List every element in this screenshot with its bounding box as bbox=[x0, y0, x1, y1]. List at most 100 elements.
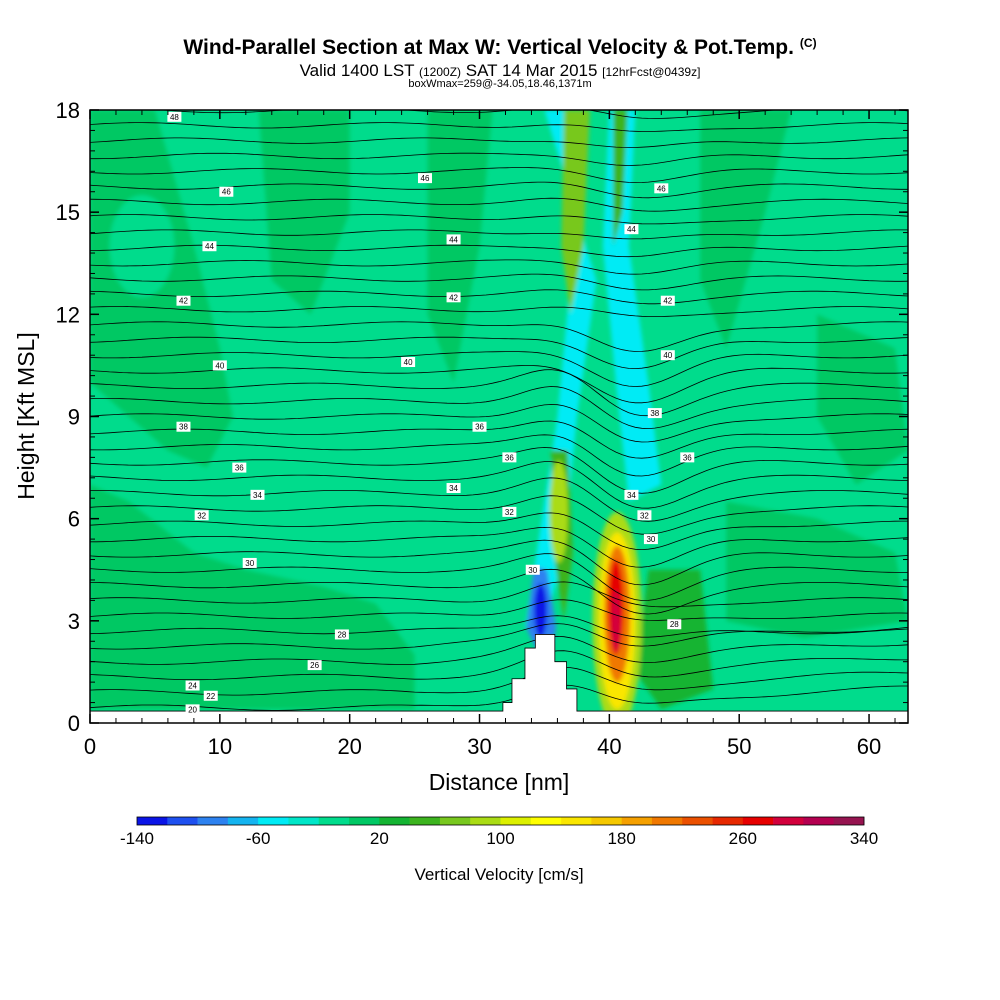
contour-label-text: 32 bbox=[505, 508, 514, 517]
contour-label: 26 bbox=[307, 660, 322, 671]
y-tick-label: 9 bbox=[68, 405, 80, 430]
contour-label-bg bbox=[446, 292, 461, 303]
contour-label-bg bbox=[446, 483, 461, 494]
theta-contour-line bbox=[90, 526, 908, 568]
theta-contour-line bbox=[90, 369, 908, 417]
contour-label-bg bbox=[185, 680, 200, 691]
field-region bbox=[726, 501, 908, 638]
contour-label-text: 44 bbox=[627, 225, 636, 234]
x-tick-label: 60 bbox=[857, 734, 881, 759]
theta-contour-line bbox=[90, 512, 908, 551]
theta-contour-line bbox=[90, 615, 908, 638]
contour-label: 42 bbox=[176, 295, 191, 306]
theta-contour-line bbox=[90, 122, 908, 132]
contour-label: 36 bbox=[232, 462, 247, 473]
theta-contour-line bbox=[90, 336, 908, 370]
theta-contour-line bbox=[90, 386, 908, 430]
theta-contour-line bbox=[90, 306, 908, 318]
colorbar-tick-label: 340 bbox=[850, 829, 878, 848]
theta-contour-line bbox=[90, 273, 908, 291]
copyright-mark: (C) bbox=[799, 36, 817, 50]
contour-label: 44 bbox=[446, 234, 461, 245]
contour-label-bg bbox=[219, 186, 234, 197]
x-tick-label: 0 bbox=[84, 734, 96, 759]
theta-contour-line bbox=[90, 447, 908, 494]
updraft-core bbox=[549, 460, 568, 563]
field-region bbox=[804, 127, 883, 230]
theta-contour-line bbox=[90, 553, 908, 601]
colorbar-tick-label: 260 bbox=[729, 829, 757, 848]
colorbar-swatch bbox=[288, 817, 320, 825]
contour-label: 40 bbox=[660, 350, 675, 361]
contour-label: 46 bbox=[654, 183, 669, 194]
contour-label-text: 30 bbox=[245, 559, 254, 568]
contour-label: 38 bbox=[647, 408, 662, 419]
colorbar-tick-label: 20 bbox=[370, 829, 389, 848]
contour-label-text: 38 bbox=[179, 423, 188, 432]
colorbar-swatch bbox=[137, 817, 168, 825]
colorbar-swatch bbox=[379, 817, 410, 825]
contour-label-text: 40 bbox=[404, 358, 413, 367]
theta-contour-line bbox=[90, 404, 908, 443]
box-wmax-note: boxWmax=259@-34.05,18.46,1371m bbox=[408, 78, 592, 90]
contour-label-bg bbox=[176, 421, 191, 432]
contour-label-text: 32 bbox=[197, 511, 206, 520]
contour-label-bg bbox=[446, 234, 461, 245]
colorbar-swatch bbox=[742, 817, 774, 825]
colorbar-swatch bbox=[591, 817, 622, 825]
contour-label: 30 bbox=[525, 564, 540, 575]
colorbar-swatch bbox=[561, 817, 592, 825]
colorbar-frame bbox=[136, 816, 865, 826]
contour-label: 28 bbox=[334, 629, 349, 640]
contour-label: 40 bbox=[401, 357, 416, 368]
theta-contour-line bbox=[90, 477, 908, 522]
colorbar-swatch bbox=[500, 817, 532, 825]
contour-label-bg bbox=[203, 690, 218, 701]
contour-label-bg bbox=[167, 111, 182, 122]
valid-time: Valid 1400 LST bbox=[299, 61, 415, 80]
contour-label-text: 46 bbox=[222, 188, 231, 197]
theta-contour-line bbox=[90, 666, 908, 696]
contour-label-text: 28 bbox=[337, 630, 346, 639]
contour-label-bg bbox=[502, 506, 517, 517]
field-region bbox=[109, 195, 175, 298]
theta-contour-line bbox=[90, 495, 908, 535]
contour-label-text: 42 bbox=[663, 297, 672, 306]
contour-label-text: 36 bbox=[475, 423, 484, 432]
theta-contour-line bbox=[90, 420, 908, 459]
contour-label-text: 46 bbox=[421, 174, 430, 183]
contour-label: 36 bbox=[502, 452, 517, 463]
contour-label-text: 34 bbox=[253, 491, 262, 500]
contour-label-text: 36 bbox=[505, 453, 514, 462]
contour-label-bg bbox=[185, 704, 200, 715]
contour-label-text: 20 bbox=[188, 705, 197, 714]
theta-contour-line bbox=[90, 568, 908, 615]
contour-label: 34 bbox=[446, 483, 461, 494]
field-region bbox=[258, 110, 350, 315]
theta-contours bbox=[90, 110, 908, 711]
colorbar-swatch bbox=[530, 817, 562, 825]
contour-label-bg bbox=[232, 462, 247, 473]
colorbar-swatch bbox=[621, 817, 653, 825]
contour-label-text: 44 bbox=[205, 242, 214, 251]
x-tick-label: 20 bbox=[337, 734, 361, 759]
updraft-plume bbox=[561, 110, 590, 315]
x-tick-label: 40 bbox=[597, 734, 621, 759]
colorbar-swatch bbox=[167, 817, 198, 825]
contour-label: 38 bbox=[176, 421, 191, 432]
contour-label: 34 bbox=[250, 489, 265, 500]
theta-contour-line bbox=[90, 623, 908, 650]
contour-label-bg bbox=[643, 534, 658, 545]
colorbar-tick-label: -60 bbox=[246, 829, 271, 848]
contour-label-bg bbox=[680, 452, 695, 463]
field-region bbox=[427, 110, 493, 383]
colorbar-swatch bbox=[349, 817, 380, 825]
contour-label-text: 48 bbox=[170, 113, 179, 122]
contour-label-text: 36 bbox=[683, 453, 692, 462]
terrain-mask bbox=[90, 634, 908, 723]
contour-label: 30 bbox=[643, 534, 658, 545]
colorbar-swatch bbox=[318, 817, 350, 825]
contour-label-bg bbox=[334, 629, 349, 640]
colorbar-swatch bbox=[682, 817, 713, 825]
theta-contour-line bbox=[90, 434, 908, 477]
